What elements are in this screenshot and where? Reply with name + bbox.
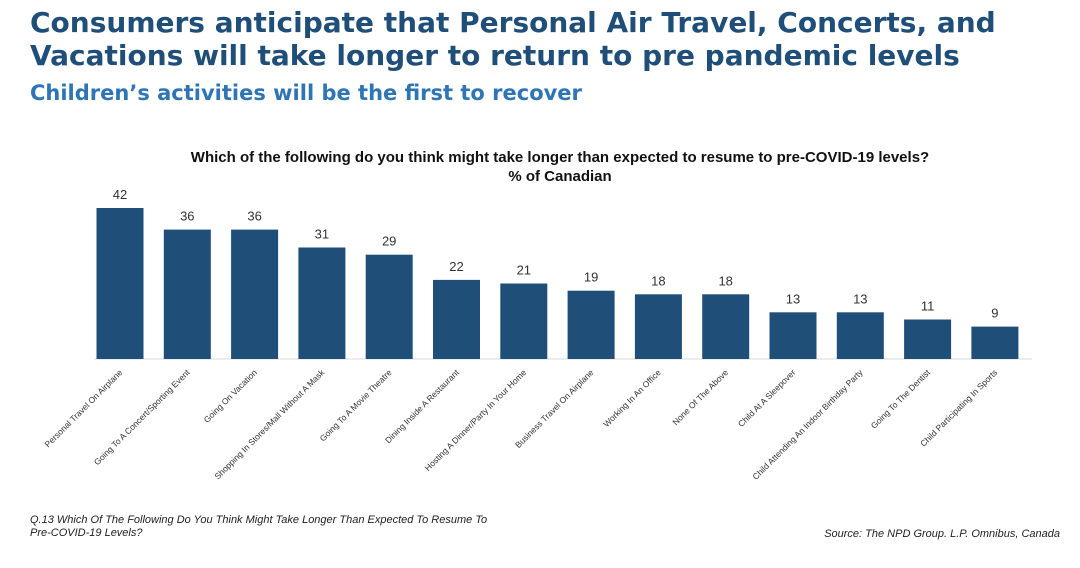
slide-subheadline: Children’s activities will be the first … [30, 81, 582, 105]
category-label: Working In An Office [601, 367, 663, 429]
question-footnote: Q.13 Which Of The Following Do You Think… [30, 514, 488, 539]
category-label: Personal Travel On Airplane [43, 367, 125, 449]
bar [971, 326, 1019, 359]
data-label: 21 [517, 263, 531, 278]
slide-headline: Consumers anticipate that Personal Air T… [30, 6, 996, 72]
data-label: 36 [180, 209, 194, 224]
chart-title: Which of the following do you think migh… [190, 149, 930, 166]
data-label: 31 [315, 227, 329, 242]
category-label: Child Attending An Indoor Birthday Party [750, 367, 865, 482]
category-label: Going To The Dentist [869, 367, 933, 431]
category-label: Shopping In Stores/Mall Without A Mask [212, 367, 327, 482]
data-label: 36 [247, 209, 261, 224]
bar [365, 254, 413, 359]
category-label: None Of The Above [670, 367, 730, 427]
bar [904, 319, 952, 359]
data-label: 18 [651, 273, 665, 288]
chart-subtitle: % of Canadian [508, 168, 612, 185]
data-label: 13 [853, 291, 867, 306]
category-label: Business Travel On Airplane [513, 367, 596, 450]
category-label: Going To A Movie Theatre [318, 367, 394, 443]
source-note: Source: The NPD Group. L.P. Omnibus, Can… [824, 528, 1060, 540]
data-label: 11 [921, 299, 935, 314]
bar [769, 312, 817, 359]
data-label: 42 [113, 187, 127, 202]
bar [836, 312, 884, 359]
bar [96, 208, 144, 359]
bar [298, 247, 346, 359]
bar [163, 229, 211, 359]
data-label: 29 [382, 234, 396, 249]
category-label: Child Participating In Sports [918, 367, 999, 448]
data-label: 22 [449, 259, 463, 274]
category-label: Going On Vacation [202, 367, 260, 425]
data-label: 13 [786, 291, 800, 306]
category-label: Dining Inside A Restaurant [383, 367, 461, 445]
chart-title-block: Which of the following do you think migh… [60, 148, 1060, 186]
category-label: Child At A Sleepover [736, 367, 798, 429]
data-label: 9 [991, 306, 998, 321]
data-label: 19 [584, 270, 598, 285]
bar [634, 294, 682, 359]
data-label: 18 [718, 273, 732, 288]
bar [567, 290, 615, 359]
bar [500, 283, 548, 359]
bar [231, 229, 279, 359]
bar [433, 279, 480, 359]
bar [702, 294, 750, 359]
